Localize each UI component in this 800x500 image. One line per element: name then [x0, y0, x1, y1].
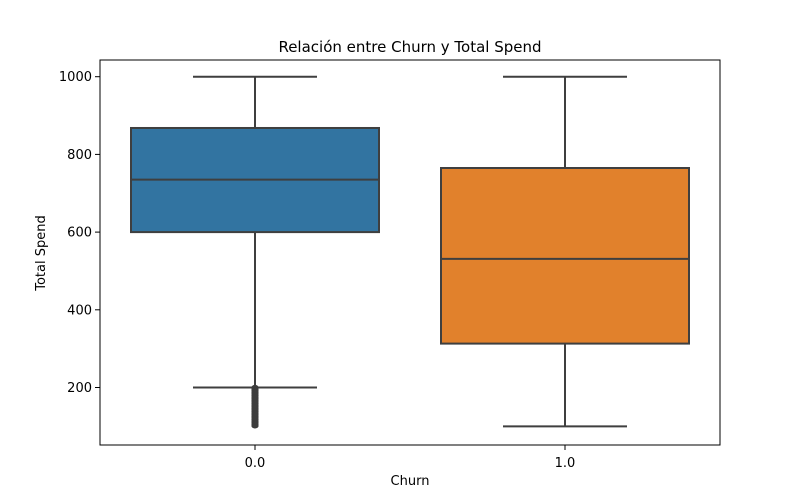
- y-tick-label: 1000: [59, 70, 92, 85]
- box-group-0-0: [130, 75, 380, 429]
- outlier-markers: [251, 384, 259, 429]
- plot-layer: [130, 75, 690, 429]
- y-tick-label: 200: [67, 381, 92, 396]
- plot-frame: [99, 59, 721, 446]
- chart-title: Relación entre Churn y Total Spend: [278, 38, 541, 56]
- y-tick-label: 800: [67, 148, 92, 163]
- y-axis-title: Total Spend: [34, 215, 49, 292]
- x-tick-label: 0.0: [245, 456, 266, 471]
- box-iqr: [440, 167, 690, 345]
- x-tick-label: 1.0: [555, 456, 576, 471]
- y-tick-label: 600: [67, 226, 92, 241]
- box-group-1-0: [440, 75, 690, 428]
- y-tick-label: 400: [67, 303, 92, 318]
- x-axis-title: Churn: [391, 474, 430, 489]
- axes-layer: 200 400 600 800 1000 0.0 1.0: [59, 59, 721, 471]
- outlier-point: [251, 423, 259, 429]
